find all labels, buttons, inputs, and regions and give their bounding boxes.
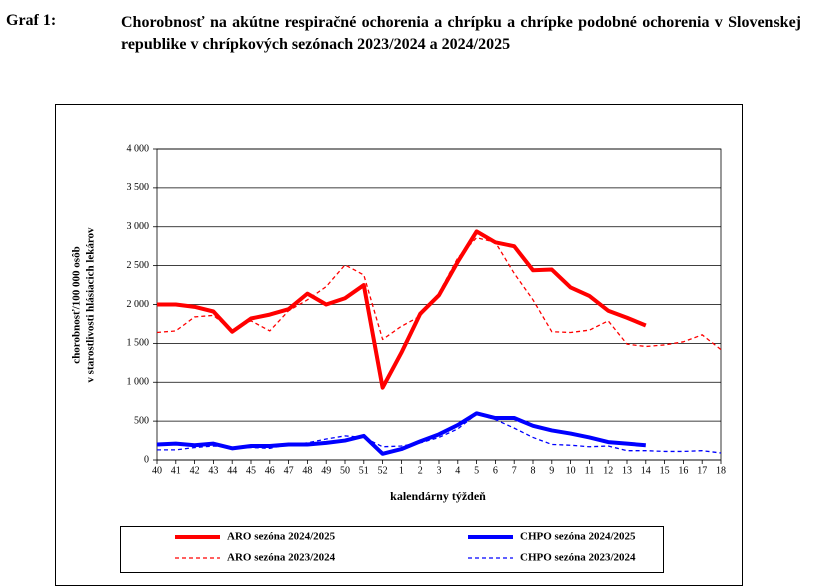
x-tick-label: 17 [697, 465, 707, 476]
x-tick-label: 51 [359, 465, 369, 476]
x-tick-label: 14 [641, 465, 651, 476]
x-tick-label: 7 [512, 465, 517, 476]
series-line [156, 411, 646, 456]
x-tick-label: 6 [493, 465, 498, 476]
x-tick-label: 5 [474, 465, 479, 476]
x-tick-label: 13 [622, 465, 632, 476]
x-tick-label: 3 [437, 465, 442, 476]
legend-label: CHPO sezóna 2024/2025 [520, 531, 636, 543]
x-tick-label: 1 [399, 465, 404, 476]
x-tick-label: 2 [418, 465, 423, 476]
y-tick-label: 3 000 [127, 221, 150, 232]
x-tick-label: 44 [227, 465, 237, 476]
x-tick-label: 11 [585, 465, 595, 476]
x-tick-label: 9 [549, 465, 554, 476]
legend-frame [120, 526, 664, 573]
legend-label: ARO sezóna 2023/2024 [227, 552, 336, 564]
y-tick-label: 2 500 [127, 260, 150, 271]
x-tick-label: 50 [340, 465, 350, 476]
x-tick-label: 12 [603, 465, 613, 476]
y-tick-label: 1 000 [127, 377, 150, 388]
x-tick-label: 40 [152, 465, 162, 476]
x-tick-label: 8 [531, 465, 536, 476]
x-tick-label: 15 [660, 465, 670, 476]
legend-label: CHPO sezóna 2023/2024 [520, 552, 636, 564]
chart-frame [55, 104, 743, 586]
x-tick-label: 16 [678, 465, 688, 476]
x-tick-label: 45 [246, 465, 256, 476]
y-tick-label: 3 500 [127, 182, 150, 193]
x-tick-label: 41 [171, 465, 181, 476]
x-tick-label: 18 [716, 465, 726, 476]
x-tick-label: 52 [378, 465, 388, 476]
x-tick-label: 42 [190, 465, 200, 476]
legend-label: ARO sezóna 2024/2025 [227, 531, 336, 543]
y-axis-label: v starostlivosti hlásiacich lekárov [85, 227, 97, 383]
y-tick-label: 500 [134, 415, 149, 426]
y-axis-label: chorobnosť/100 000 osôb [71, 246, 83, 363]
x-tick-label: 10 [566, 465, 576, 476]
x-tick-label: 4 [455, 465, 460, 476]
x-tick-label: 49 [321, 465, 331, 476]
x-tick-label: 47 [284, 465, 294, 476]
x-tick-label: 43 [208, 465, 218, 476]
y-tick-label: 0 [144, 454, 149, 465]
series-line [157, 229, 647, 390]
y-tick-label: 4 000 [127, 143, 150, 154]
x-axis-label: kalendárny týždeň [390, 489, 486, 503]
y-tick-label: 2 000 [127, 299, 150, 310]
y-tick-label: 1 500 [127, 338, 150, 349]
chart-title: Chorobnosť na akútne respiračné ochoreni… [121, 14, 801, 53]
x-tick-label: 46 [265, 465, 275, 476]
x-tick-label: 48 [302, 465, 312, 476]
caption: Graf 1: [6, 12, 57, 29]
